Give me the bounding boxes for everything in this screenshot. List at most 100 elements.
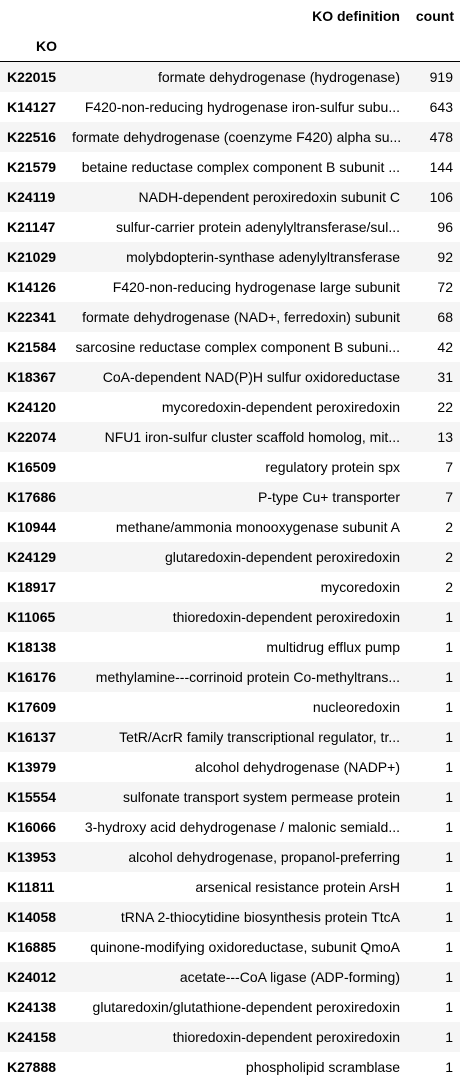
table-row: K21029 molybdopterin-synthase adenylyltra… bbox=[0, 241, 460, 272]
table-row: K22516 formate dehydrogenase (coenzyme F4… bbox=[0, 121, 460, 152]
row-count: 1 bbox=[445, 1058, 453, 1075]
index-name-blank-count bbox=[406, 31, 460, 62]
table-row: K22074 NFU1 iron-sulfur cluster scaffold … bbox=[0, 421, 460, 452]
row-ko-id: K21584 bbox=[7, 338, 57, 355]
row-ko-id: K21147 bbox=[7, 218, 56, 235]
table-row: K22015 formate dehydrogenase (hydrogenase… bbox=[0, 61, 460, 92]
row-ko-definition: TetR/AcrR family transcriptional regulat… bbox=[119, 728, 400, 745]
row-count: 1 bbox=[445, 668, 453, 685]
row-count: 31 bbox=[437, 368, 453, 385]
index-name-blank-definition bbox=[66, 31, 406, 62]
row-ko-id: K18917 bbox=[7, 578, 57, 595]
table-row: K16885 quinone-modifying oxidoreductase, … bbox=[0, 931, 460, 962]
row-ko-id: K11065 bbox=[7, 608, 56, 625]
row-count: 13 bbox=[437, 428, 453, 445]
row-ko-definition: betaine reductase complex component B su… bbox=[81, 158, 400, 175]
row-ko-definition: nucleoredoxin bbox=[312, 698, 400, 715]
row-count: 7 bbox=[445, 458, 453, 475]
row-ko-definition: methane/ammonia monooxygenase subunit A bbox=[115, 518, 400, 535]
row-ko-id: K22516 bbox=[7, 128, 57, 145]
table-row: K13979 alcohol dehydrogenase (NADP+) 1 bbox=[0, 751, 460, 782]
table-row: K24158 thioredoxin-dependent peroxiredoxi… bbox=[0, 1021, 460, 1052]
row-count: 144 bbox=[429, 158, 453, 175]
row-ko-id: K24138 bbox=[7, 998, 57, 1015]
row-ko-definition: quinone-modifying oxidoreductase, subuni… bbox=[90, 938, 400, 955]
row-ko-definition: arsenical resistance protein ArsH bbox=[195, 878, 400, 895]
row-ko-definition: glutaredoxin-dependent peroxiredoxin bbox=[164, 548, 400, 565]
table-row: K16176 methylamine---corrinoid protein Co… bbox=[0, 661, 460, 692]
row-ko-id: K14127 bbox=[7, 98, 57, 115]
column-header-ko-definition: KO definition bbox=[312, 7, 400, 24]
row-count: 106 bbox=[429, 188, 453, 205]
row-ko-id: K17609 bbox=[7, 698, 57, 715]
row-ko-id: K18367 bbox=[7, 368, 57, 385]
row-count: 2 bbox=[445, 518, 453, 535]
row-ko-id: K24158 bbox=[7, 1028, 57, 1045]
blank-corner-header bbox=[0, 0, 66, 31]
row-ko-id: K16137 bbox=[7, 728, 57, 745]
index-name-ko: KO bbox=[0, 31, 66, 62]
table-row: K18138 multidrug efflux pump 1 bbox=[0, 631, 460, 662]
row-count: 1 bbox=[445, 848, 453, 865]
table-row: K24138 glutaredoxin/glutathione-dependent… bbox=[0, 991, 460, 1022]
row-ko-id: K24129 bbox=[7, 548, 57, 565]
row-ko-id: K22015 bbox=[7, 68, 57, 85]
row-ko-definition: F420-non-reducing hydrogenase large subu… bbox=[112, 278, 400, 295]
column-header-count: count bbox=[415, 7, 454, 24]
row-ko-id: K21029 bbox=[7, 248, 57, 265]
row-ko-definition: sulfur-carrier protein adenylyltransfera… bbox=[115, 218, 400, 235]
row-count: 42 bbox=[437, 338, 453, 355]
row-ko-id: K15554 bbox=[7, 788, 57, 805]
row-count: 1 bbox=[445, 1028, 453, 1045]
row-count: 1 bbox=[445, 878, 453, 895]
row-ko-definition: sarcosine reductase complex component B … bbox=[75, 338, 400, 355]
row-ko-definition: F420-non-reducing hydrogenase iron-sulfu… bbox=[84, 98, 400, 115]
row-ko-definition: phospholipid scramblase bbox=[245, 1058, 400, 1075]
row-ko-id: K13979 bbox=[7, 758, 57, 775]
row-count: 919 bbox=[429, 68, 453, 85]
row-count: 1 bbox=[445, 908, 453, 925]
table-row: K17686 P-type Cu+ transporter 7 bbox=[0, 481, 460, 512]
row-count: 478 bbox=[429, 128, 453, 145]
row-ko-definition: mycoredoxin bbox=[320, 578, 400, 595]
row-ko-id: K24119 bbox=[7, 188, 56, 205]
row-ko-id: K21579 bbox=[7, 158, 57, 175]
row-ko-definition: formate dehydrogenase (NAD+, ferredoxin)… bbox=[82, 308, 400, 325]
row-count: 1 bbox=[445, 728, 453, 745]
row-count: 22 bbox=[437, 398, 453, 415]
row-ko-definition: formate dehydrogenase (hydrogenase) bbox=[157, 68, 400, 85]
table-row: K16509 regulatory protein spx 7 bbox=[0, 451, 460, 482]
table-row: K17609 nucleoredoxin 1 bbox=[0, 691, 460, 722]
row-ko-definition: NFU1 iron-sulfur cluster scaffold homolo… bbox=[104, 428, 400, 445]
row-ko-definition: alcohol dehydrogenase, propanol-preferri… bbox=[128, 848, 400, 865]
row-ko-id: K10944 bbox=[7, 518, 57, 535]
table-row: K16137 TetR/AcrR family transcriptional r… bbox=[0, 721, 460, 752]
row-count: 68 bbox=[437, 308, 453, 325]
table-row: K14127 F420-non-reducing hydrogenase iron… bbox=[0, 91, 460, 122]
index-name-row: KO bbox=[0, 31, 460, 62]
table-body: K22015 formate dehydrogenase (hydrogenase… bbox=[0, 61, 460, 1082]
row-ko-id: K17686 bbox=[7, 488, 57, 505]
table-row: K24120 mycoredoxin-dependent peroxiredoxi… bbox=[0, 391, 460, 422]
table-row: K24119 NADH-dependent peroxiredoxin subun… bbox=[0, 181, 460, 212]
table-row: K14058 tRNA 2-thiocytidine biosynthesis p… bbox=[0, 901, 460, 932]
row-count: 92 bbox=[437, 248, 453, 265]
row-ko-id: K13953 bbox=[7, 848, 57, 865]
row-ko-id: K14126 bbox=[7, 278, 57, 295]
row-count: 1 bbox=[445, 998, 453, 1015]
row-ko-id: K24120 bbox=[7, 398, 57, 415]
row-ko-definition: P-type Cu+ transporter bbox=[257, 488, 400, 505]
table-row: K11811 arsenical resistance protein ArsH 1 bbox=[0, 871, 460, 902]
table-row: K11065 thioredoxin-dependent peroxiredoxi… bbox=[0, 601, 460, 632]
row-count: 643 bbox=[429, 98, 453, 115]
table-header: KO definition count KO bbox=[0, 0, 460, 62]
row-ko-definition: molybdopterin-synthase adenylyltransfera… bbox=[126, 248, 400, 265]
table-row: K24012 acetate---CoA ligase (ADP-forming)… bbox=[0, 961, 460, 992]
row-ko-definition: multidrug efflux pump bbox=[266, 638, 400, 655]
row-count: 2 bbox=[445, 578, 453, 595]
row-ko-id: K22074 bbox=[7, 428, 57, 445]
row-ko-id: K14058 bbox=[7, 908, 57, 925]
row-ko-definition: mycoredoxin-dependent peroxiredoxin bbox=[161, 398, 400, 415]
row-ko-definition: acetate---CoA ligase (ADP-forming) bbox=[179, 968, 400, 985]
